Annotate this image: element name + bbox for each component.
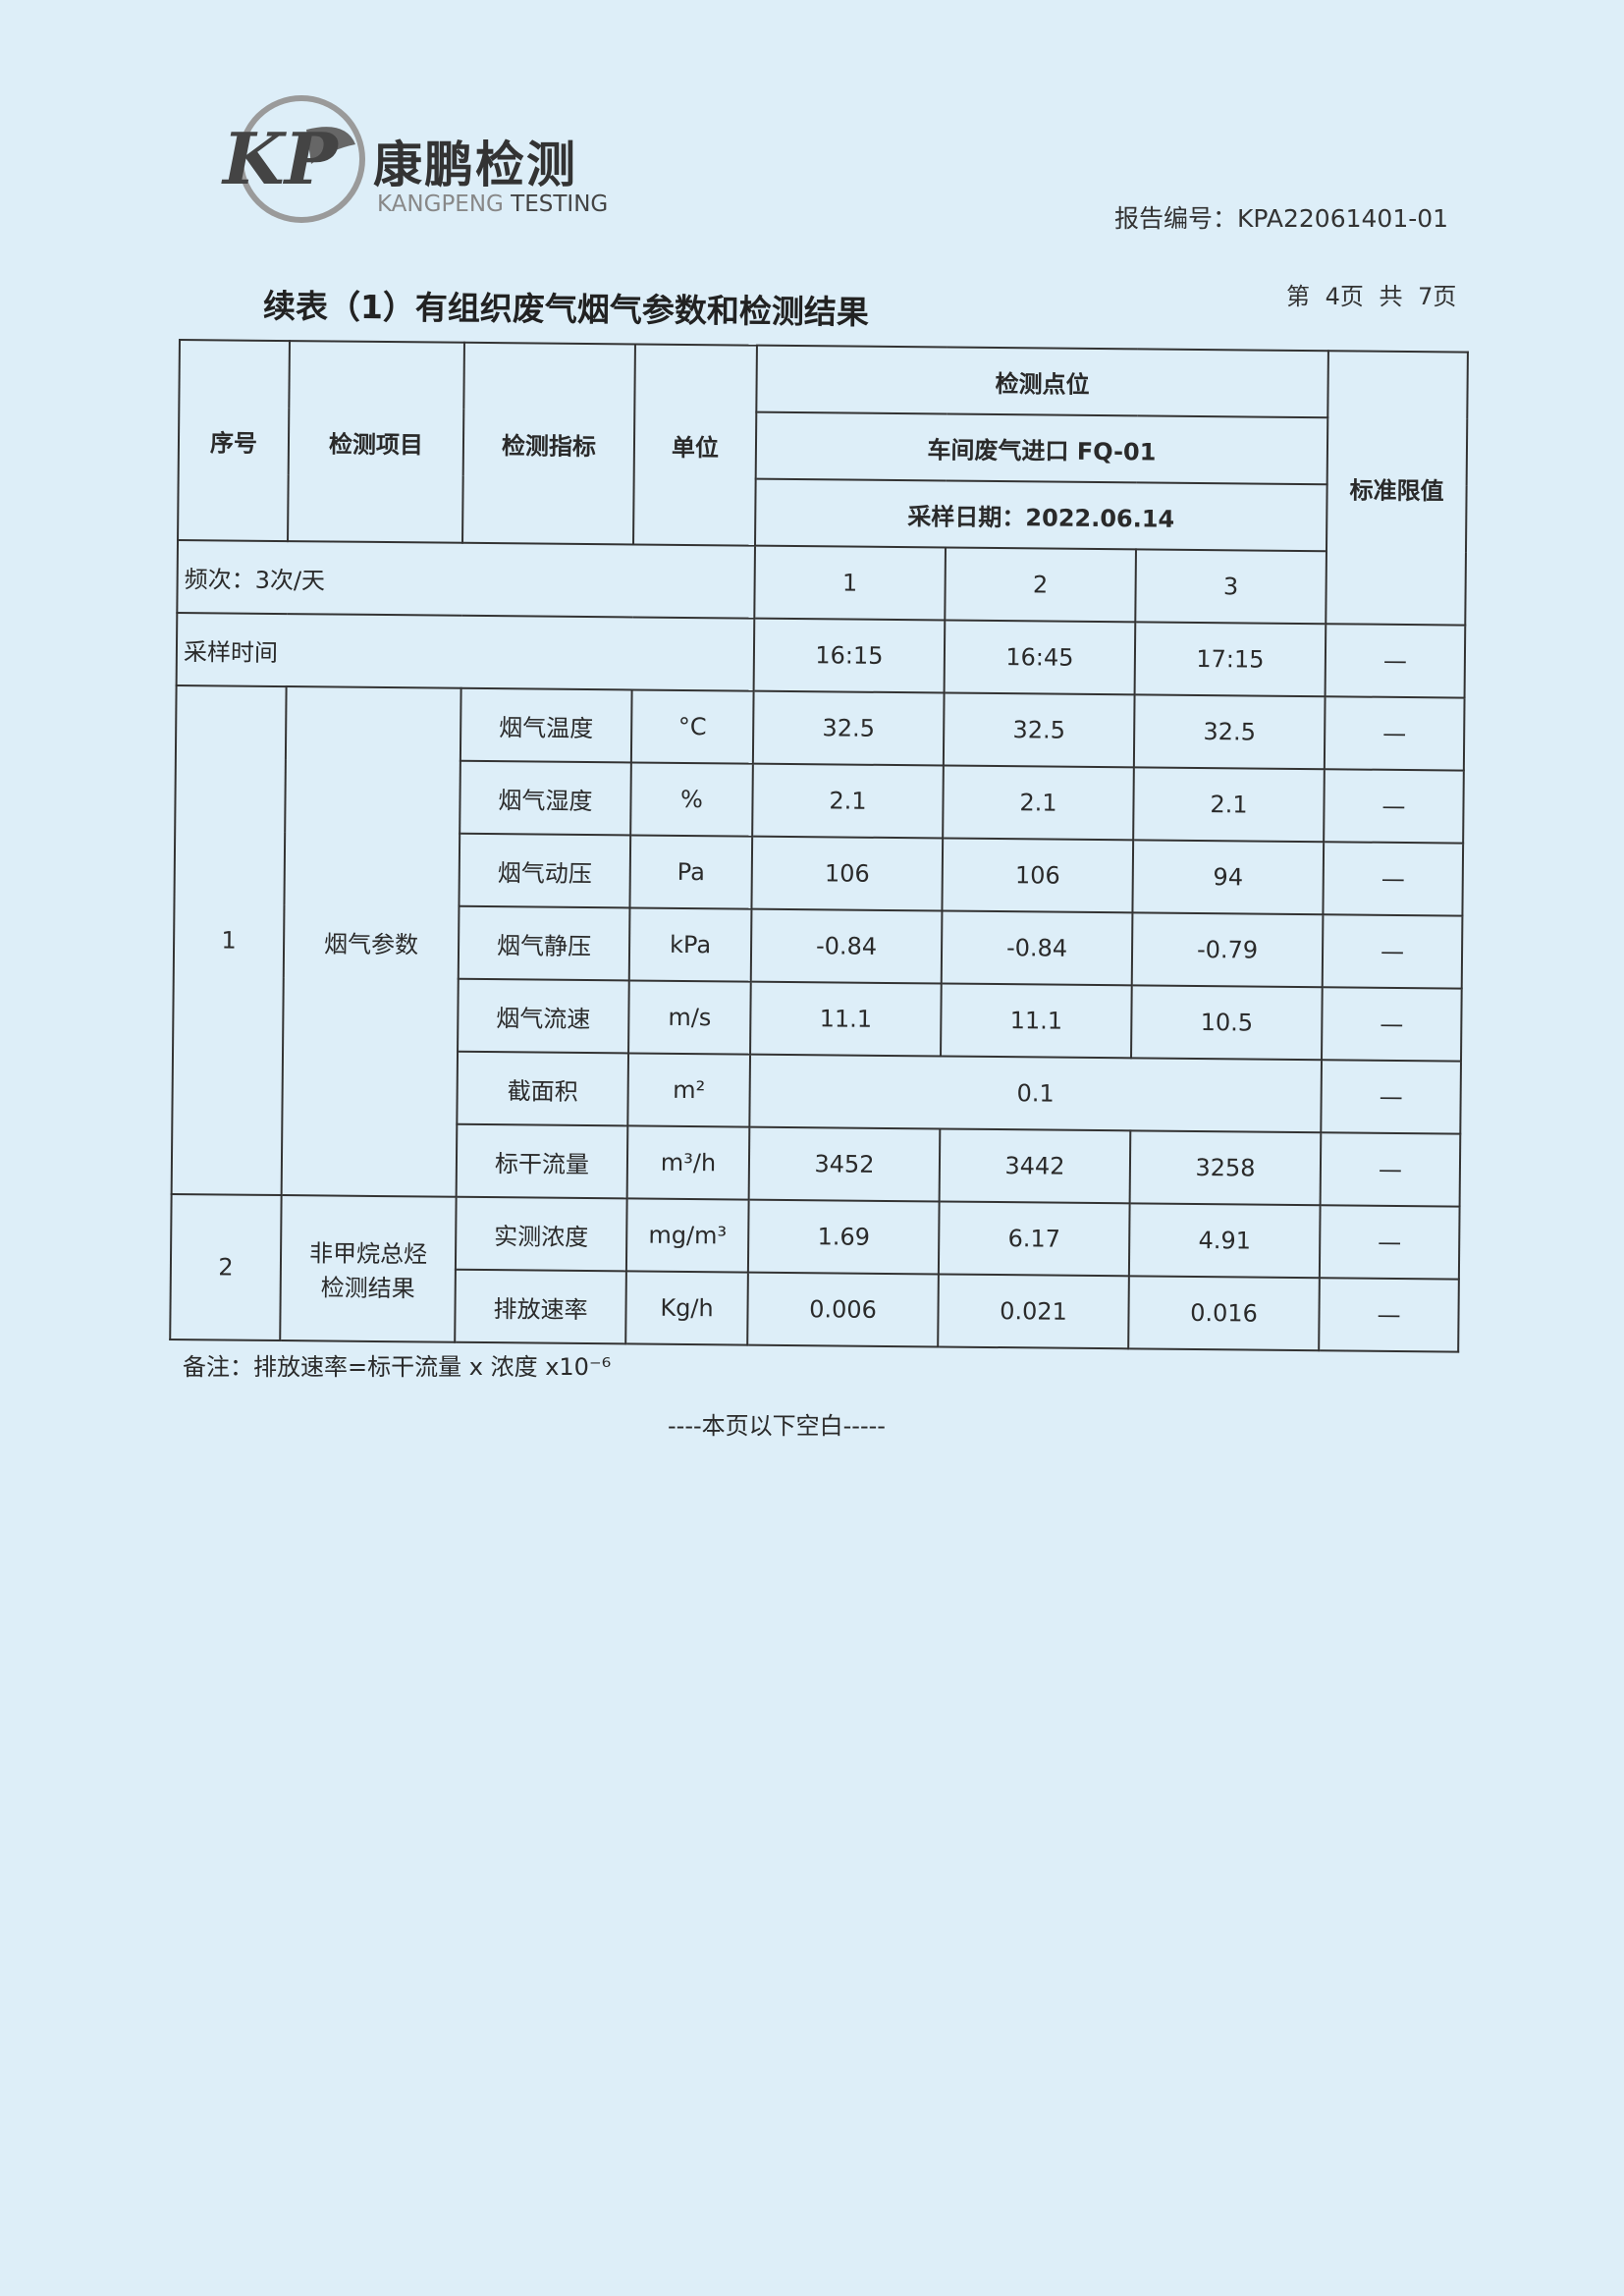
value: 2.1	[1133, 767, 1325, 843]
value: 6.17	[938, 1201, 1130, 1277]
index-name: 烟气湿度	[460, 760, 631, 836]
value: 10.5	[1131, 985, 1323, 1061]
unit: Pa	[629, 835, 753, 909]
header-seq: 序号	[178, 340, 290, 542]
value: 11.1	[750, 981, 942, 1057]
value: 0.1	[749, 1054, 1323, 1133]
sampling-time: 17:15	[1134, 622, 1326, 697]
results-table: 序号 检测项目 检测指标 单位 检测点位 标准限值 车间废气进口 FQ-01 采…	[169, 339, 1469, 1353]
index-name: 标干流量	[456, 1123, 628, 1199]
freq-col: 3	[1135, 549, 1326, 625]
value: 32.5	[752, 690, 945, 766]
value: 0.016	[1128, 1276, 1320, 1351]
index-name: 排放速率	[455, 1269, 626, 1344]
value: -0.79	[1131, 912, 1324, 988]
value: 1.69	[747, 1199, 940, 1275]
freq-col: 1	[754, 545, 946, 621]
remark: 备注：排放速率=标干流量 x 浓度 x10⁻⁶	[183, 1353, 612, 1381]
brand-name-en: KANGPENG TESTING	[377, 191, 608, 217]
std-value: —	[1322, 987, 1462, 1062]
header-item: 检测项目	[288, 341, 464, 543]
value: 106	[942, 838, 1134, 913]
sampling-time-label: 采样时间	[176, 612, 755, 691]
kangpeng-logo: KP	[221, 95, 365, 223]
value: 2.1	[943, 765, 1134, 841]
index-name: 截面积	[457, 1051, 629, 1126]
value: 32.5	[943, 692, 1135, 768]
std-value: —	[1324, 769, 1464, 844]
brand-en-part1: KANGPENG	[377, 191, 504, 217]
value: 3452	[748, 1126, 941, 1202]
value: 3442	[939, 1128, 1131, 1204]
std-value: —	[1320, 1132, 1461, 1207]
brand-en-part2: TESTING	[503, 191, 609, 217]
group-seq: 1	[171, 684, 287, 1196]
value: 11.1	[941, 983, 1132, 1059]
header-index: 检测指标	[462, 342, 635, 545]
unit: kPa	[628, 907, 752, 982]
value: 0.006	[747, 1272, 939, 1347]
page-number: 第 4页 共 7页	[1286, 283, 1457, 310]
value: 106	[751, 836, 944, 911]
value: 3258	[1129, 1130, 1322, 1206]
sampling-point: 车间废气进口 FQ-01	[755, 411, 1328, 485]
value: -0.84	[941, 910, 1133, 986]
unit: m³/h	[626, 1125, 750, 1200]
sampling-time: 16:45	[944, 620, 1136, 695]
group-seq: 2	[170, 1193, 282, 1341]
value: 4.91	[1128, 1203, 1321, 1279]
blank-below-marker: ----本页以下空白-----	[668, 1412, 886, 1440]
value: 2.1	[752, 763, 944, 839]
std-value: —	[1324, 696, 1465, 771]
std-value: —	[1321, 1060, 1461, 1134]
unit: %	[630, 762, 753, 837]
freq-col: 2	[945, 547, 1136, 623]
header-unit: 单位	[633, 344, 757, 546]
sampling-time: 16:15	[753, 618, 946, 693]
index-name: 实测浓度	[455, 1196, 627, 1272]
header-point: 检测点位	[756, 345, 1328, 418]
frequency: 频次：3次/天	[177, 540, 756, 619]
std-value: —	[1322, 914, 1463, 989]
unit: mg/m³	[625, 1198, 749, 1273]
value: -0.84	[750, 908, 943, 984]
value: 94	[1132, 840, 1325, 915]
value: 0.021	[938, 1274, 1129, 1349]
svg-text:KP: KP	[221, 117, 340, 200]
index-name: 烟气流速	[458, 978, 629, 1054]
value: 32.5	[1133, 694, 1326, 770]
std-value: —	[1323, 842, 1464, 916]
table-row: 1 烟气参数 烟气温度 °C 32.5 32.5 32.5—	[171, 684, 1465, 1197]
index-name: 烟气静压	[458, 905, 630, 981]
sampling-date: 采样日期：2022.06.14	[755, 478, 1327, 552]
index-name: 烟气温度	[460, 687, 632, 763]
table-title: 续表（1）有组织废气烟气参数和检测结果	[262, 287, 870, 332]
report-number: 报告编号：KPA22061401-01	[1114, 204, 1449, 233]
group-item: 烟气参数	[281, 686, 461, 1197]
table-row: 2 非甲烷总烃检测结果 实测浓度 mg/m³ 1.69 6.17 4.91—	[170, 1193, 1460, 1342]
std-value: —	[1319, 1205, 1460, 1280]
index-name: 烟气动压	[459, 833, 631, 908]
std-value: —	[1319, 1278, 1459, 1352]
group-item: 非甲烷总烃检测结果	[280, 1195, 457, 1342]
unit: m²	[627, 1053, 751, 1127]
std-value: —	[1325, 624, 1466, 698]
brand-name-cn: 康鹏检测	[373, 137, 577, 193]
unit: °C	[630, 689, 754, 764]
unit: m/s	[628, 980, 751, 1055]
header-std: 标准限值	[1326, 351, 1468, 626]
unit: Kg/h	[625, 1271, 748, 1345]
